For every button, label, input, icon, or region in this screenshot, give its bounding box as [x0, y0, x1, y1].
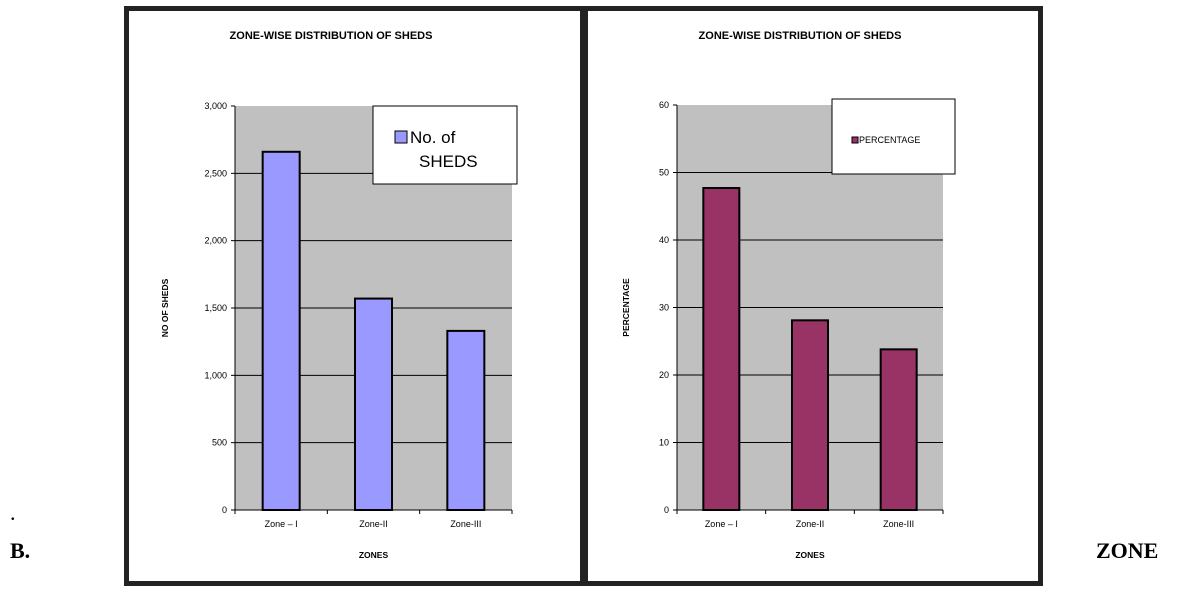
y-tick-label: 60 [659, 100, 669, 110]
y-tick-label: 0 [222, 505, 227, 515]
y-tick-label: 500 [212, 438, 227, 448]
chart-title: ZONE-WISE DISTRIBUTION OF SHEDS [699, 30, 902, 42]
y-tick-label: 20 [659, 370, 669, 380]
x-axis-label: ZONES [795, 550, 825, 560]
x-tick-label: Zone-III [883, 519, 914, 529]
x-tick-label: Zone-II [359, 519, 388, 529]
x-tick-label: Zone-III [450, 519, 481, 529]
y-tick-label: 30 [659, 303, 669, 313]
legend-label: PERCENTAGE [859, 135, 920, 145]
chart-panel-sheds: ZONE-WISE DISTRIBUTION OF SHEDS 0 500 1,000… [124, 6, 585, 586]
y-tick-label: 1,500 [204, 303, 227, 313]
y-tick-label: 3,000 [204, 101, 227, 111]
y-tick-label: 50 [659, 168, 669, 178]
chart-title: ZONE-WISE DISTRIBUTION OF SHEDS [230, 30, 433, 42]
legend-label-line2: SHEDS [419, 152, 478, 171]
legend-box [372, 105, 518, 185]
y-tick-label: 2,500 [204, 168, 227, 178]
chart-percentage-svg: ZONE-WISE DISTRIBUTION OF SHEDS 0 10 20 30 40… [621, 30, 956, 560]
y-axis-label: PERCENTAGE [621, 278, 631, 337]
bar-2 [791, 319, 829, 512]
y-tick-label: 0 [664, 505, 669, 515]
legend-swatch [851, 136, 859, 144]
y-tick-label: 2,000 [204, 236, 227, 246]
y-tick-label: 10 [659, 438, 669, 448]
x-tick-label: Zone – I [265, 519, 298, 529]
y-tick-label: 1,000 [204, 370, 227, 380]
y-tick-label: 40 [659, 235, 669, 245]
x-tick-label: Zone – I [705, 519, 738, 529]
y-axis-label: NO OF SHEDS [160, 278, 170, 337]
legend-label-line1: No. of [410, 128, 456, 147]
chart-panel-percentage: ZONE-WISE DISTRIBUTION OF SHEDS 0 10 20 30 40… [583, 6, 1043, 586]
bar-2 [354, 297, 393, 511]
bar-1 [261, 150, 301, 512]
bar-1 [702, 187, 741, 511]
bar-3 [879, 348, 918, 511]
chart-sheds-svg: ZONE-WISE DISTRIBUTION OF SHEDS 0 500 1,000… [160, 30, 518, 560]
side-label-b: B. [10, 538, 31, 563]
x-axis-label: ZONES [359, 550, 389, 560]
bar-3 [446, 329, 486, 512]
side-label-zone: ZONE [1096, 538, 1159, 563]
x-tick-label: Zone-II [796, 519, 825, 529]
legend-swatch [394, 130, 408, 144]
side-dot-mark: . [10, 500, 16, 525]
